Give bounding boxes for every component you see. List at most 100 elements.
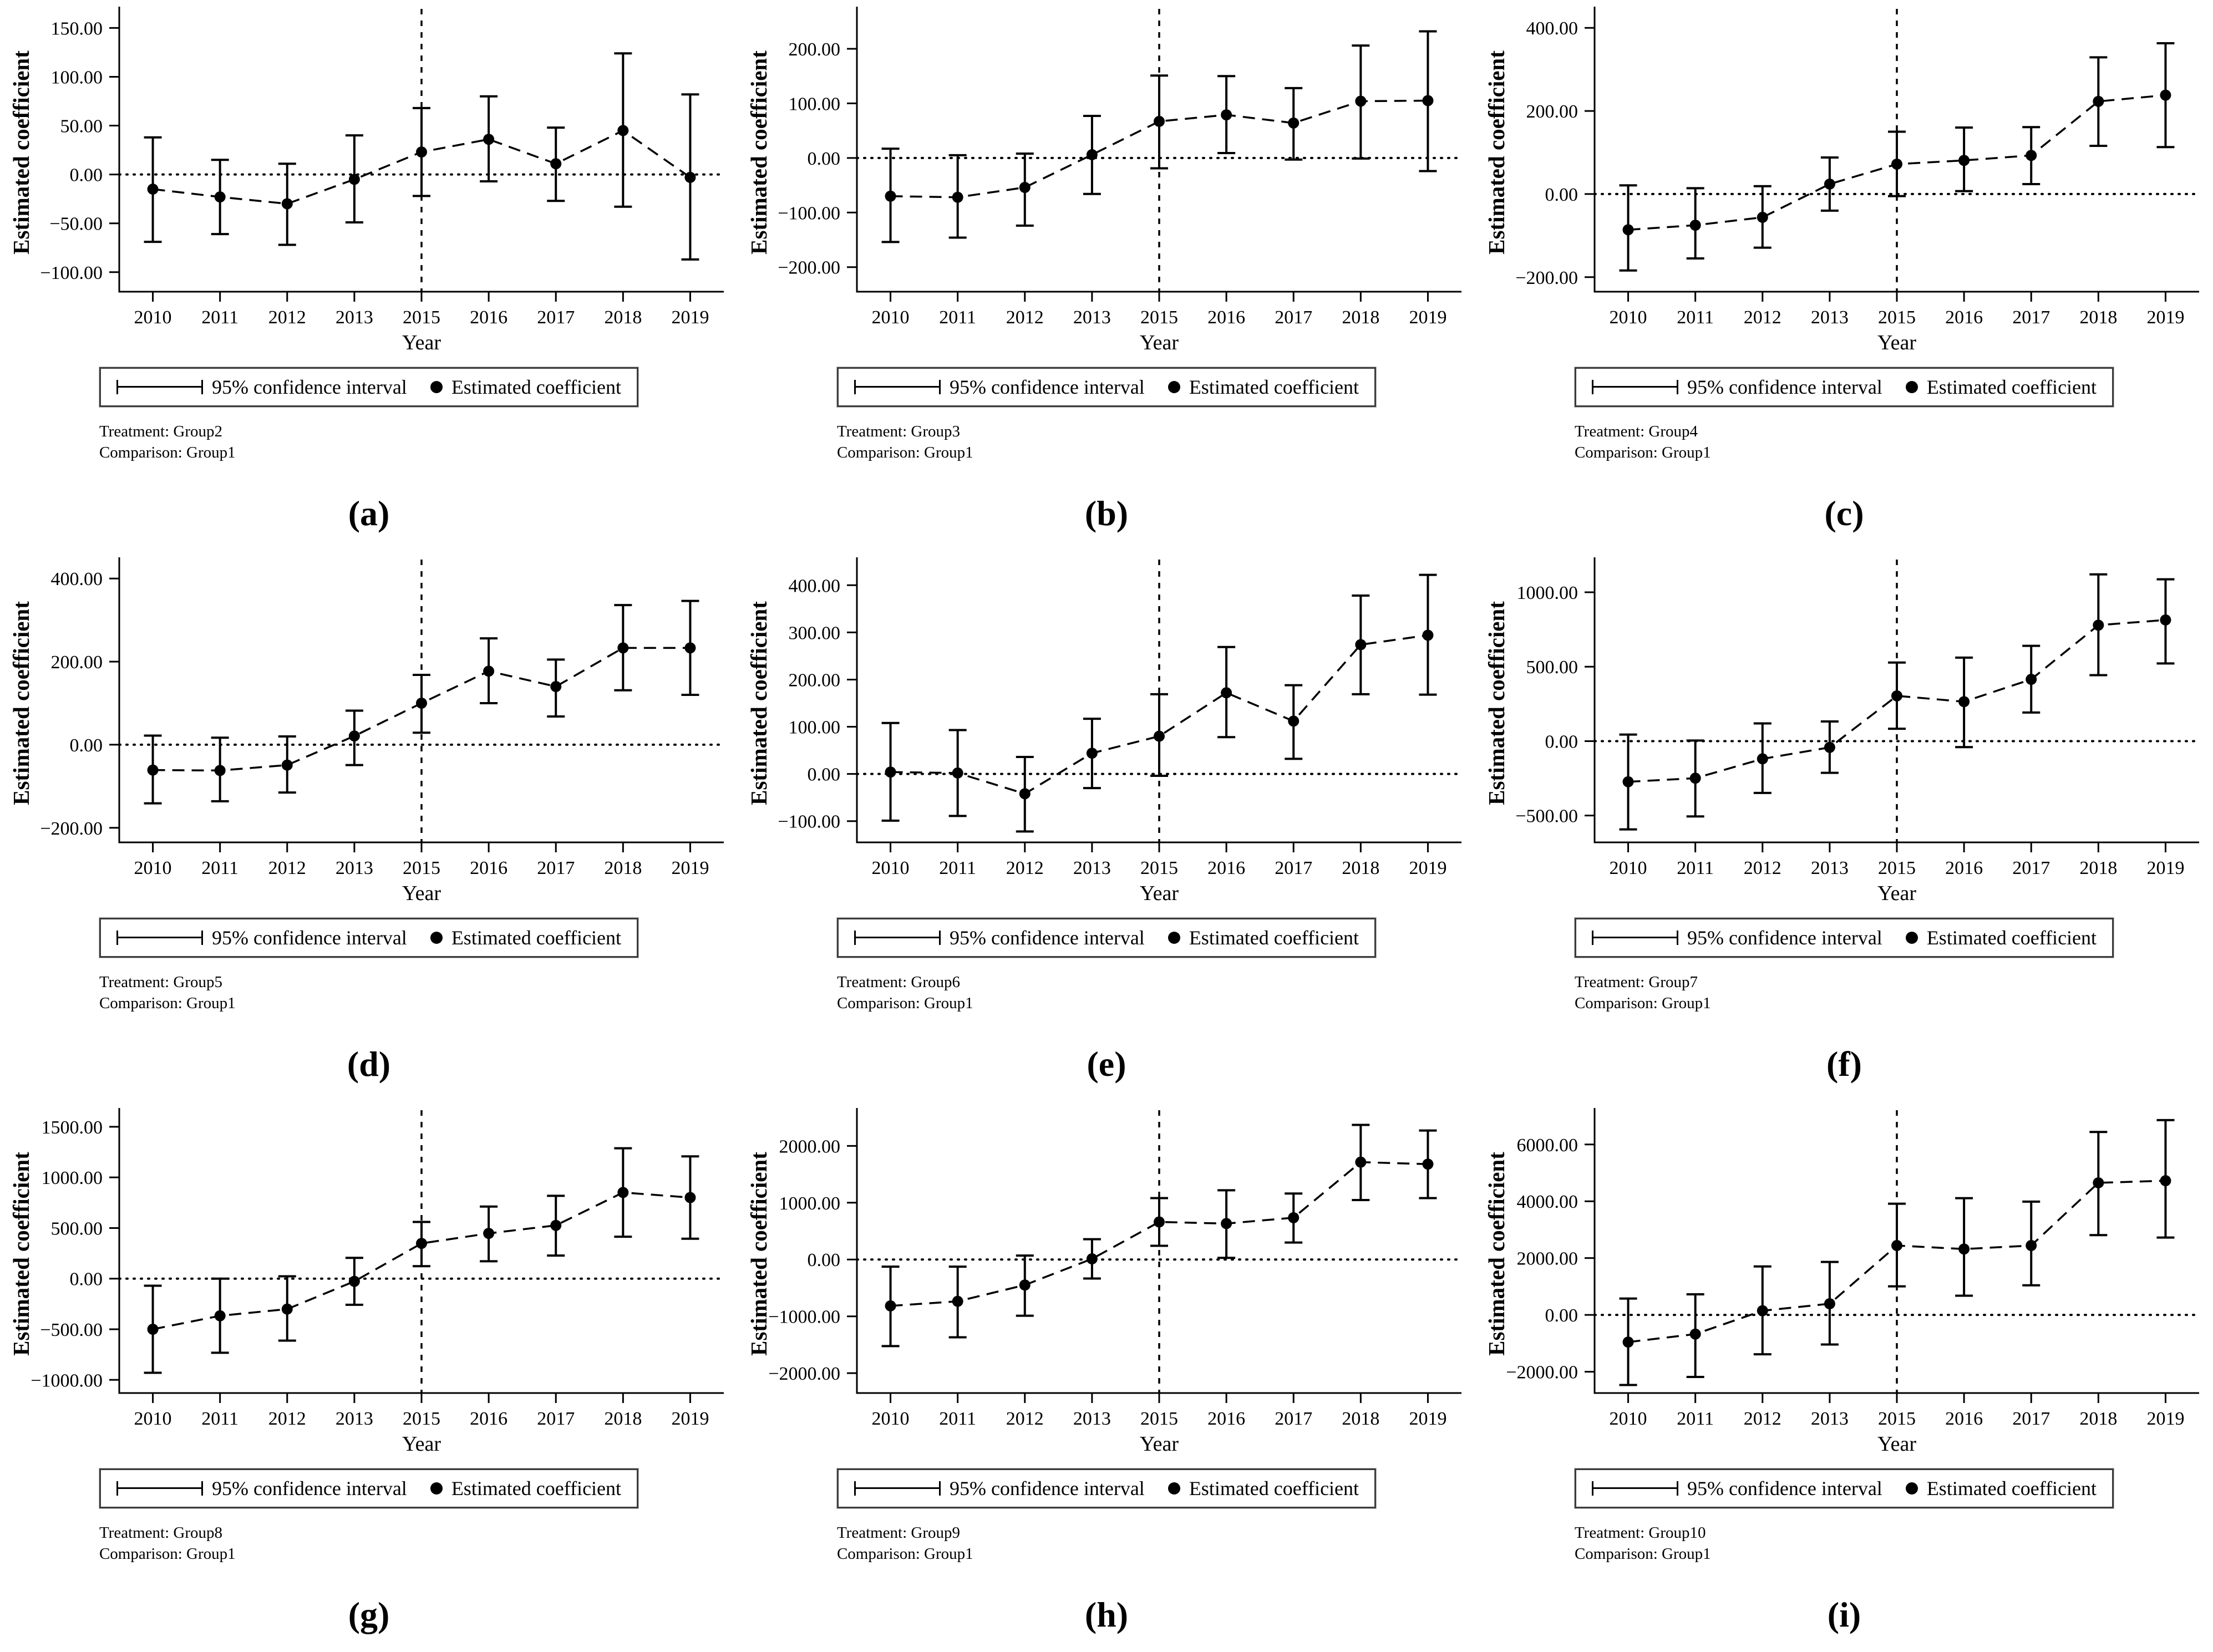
svg-text:Estimated coefficient: Estimated coefficient bbox=[1484, 50, 1509, 255]
svg-text:2015: 2015 bbox=[1878, 307, 1916, 328]
svg-text:400.00: 400.00 bbox=[789, 576, 841, 596]
legend-ci-label: 95% confidence interval bbox=[1687, 376, 1882, 398]
comparison-note: Comparison: Group1 bbox=[836, 1544, 973, 1563]
panel-d: 400.00 200.00 0.00 −200.00 2010 2011 2012 2013 2… bbox=[0, 551, 738, 1101]
svg-text:2016: 2016 bbox=[470, 307, 507, 328]
svg-text:2012: 2012 bbox=[1006, 1409, 1044, 1429]
comparison-note: Comparison: Group1 bbox=[1574, 443, 1711, 461]
confidence-interval-icon bbox=[854, 380, 941, 394]
svg-text:2017: 2017 bbox=[2012, 307, 2050, 328]
legend-ci-label: 95% confidence interval bbox=[949, 1477, 1145, 1499]
comparison-note: Comparison: Group1 bbox=[99, 1544, 236, 1563]
svg-text:−100.00: −100.00 bbox=[778, 812, 840, 832]
treatment-note: Treatment: Group10 bbox=[1574, 1524, 1706, 1542]
svg-text:2018: 2018 bbox=[604, 307, 642, 328]
panel-letter: (e) bbox=[1087, 1044, 1126, 1084]
svg-text:−50.00: −50.00 bbox=[49, 214, 103, 235]
panel-letter: (h) bbox=[1084, 1595, 1129, 1635]
svg-text:Estimated coefficient: Estimated coefficient bbox=[8, 1152, 34, 1356]
svg-text:2012: 2012 bbox=[1006, 858, 1044, 878]
event-study-chart-d: 400.00 200.00 0.00 −200.00 2010 2011 2012 2013 2… bbox=[8, 557, 725, 905]
svg-text:2013: 2013 bbox=[336, 1409, 373, 1429]
svg-text:2012: 2012 bbox=[268, 858, 306, 878]
legend-coef-label: Estimated coefficient bbox=[1926, 376, 2097, 398]
treatment-note: Treatment: Group6 bbox=[836, 973, 961, 991]
svg-text:2019: 2019 bbox=[671, 858, 709, 878]
panel-i: 6000.00 4000.00 2000.00 0.00 −2000.00 2010 201… bbox=[1475, 1101, 2213, 1652]
svg-text:0.00: 0.00 bbox=[808, 149, 841, 169]
svg-text:2017: 2017 bbox=[2012, 858, 2050, 878]
svg-text:−200.00: −200.00 bbox=[40, 819, 103, 839]
coefficient-dot-icon bbox=[430, 381, 443, 393]
svg-text:2013: 2013 bbox=[1811, 858, 1849, 878]
treatment-note: Treatment: Group5 bbox=[99, 973, 223, 991]
svg-text:2018: 2018 bbox=[604, 1409, 642, 1429]
panel-c: 400.00 200.00 0.00 −200.00 2010 2011 2012 2013 2… bbox=[1475, 0, 2213, 551]
svg-text:1000.00: 1000.00 bbox=[1517, 583, 1578, 603]
legend-ci-label: 95% confidence interval bbox=[211, 1477, 407, 1499]
svg-text:2013: 2013 bbox=[336, 858, 373, 878]
svg-text:Estimated coefficient: Estimated coefficient bbox=[1484, 601, 1509, 805]
comparison-note: Comparison: Group1 bbox=[836, 994, 973, 1012]
svg-text:Estimated coefficient: Estimated coefficient bbox=[8, 601, 34, 805]
svg-text:0.00: 0.00 bbox=[1545, 731, 1578, 752]
svg-text:2015: 2015 bbox=[1878, 858, 1916, 878]
legend: 95% confidence interval Estimated coeffi… bbox=[1574, 1468, 2115, 1509]
coefficient-dot-icon bbox=[1905, 381, 1918, 393]
svg-text:2016: 2016 bbox=[1945, 307, 1983, 328]
treatment-note: Treatment: Group8 bbox=[99, 1524, 223, 1542]
svg-text:0.00: 0.00 bbox=[808, 1250, 841, 1270]
svg-text:2015: 2015 bbox=[1140, 1409, 1178, 1429]
legend-coef-label: Estimated coefficient bbox=[1189, 376, 1359, 398]
svg-text:2019: 2019 bbox=[2146, 307, 2184, 328]
svg-text:2011: 2011 bbox=[939, 858, 976, 878]
svg-text:2013: 2013 bbox=[1811, 1409, 1849, 1429]
svg-text:−2000.00: −2000.00 bbox=[1506, 1363, 1578, 1383]
svg-text:4000.00: 4000.00 bbox=[1517, 1192, 1578, 1212]
svg-text:Estimated coefficient: Estimated coefficient bbox=[8, 50, 34, 255]
coefficient-dot-icon bbox=[1168, 381, 1180, 393]
panel-a: 150.00 100.00 50.00 0.00 −50.00 −100.00 2010 20… bbox=[0, 0, 738, 551]
panel-b: 200.00 100.00 0.00 −100.00 −200.00 2010 2011 20… bbox=[738, 0, 1475, 551]
svg-text:2013: 2013 bbox=[1811, 307, 1849, 328]
svg-text:0.00: 0.00 bbox=[70, 165, 103, 186]
svg-text:0.00: 0.00 bbox=[808, 765, 841, 785]
svg-text:2016: 2016 bbox=[1207, 1409, 1245, 1429]
event-study-chart-f: 1000.00 500.00 0.00 −500.00 2010 2011 2012 2013… bbox=[1484, 557, 2200, 905]
svg-text:0.00: 0.00 bbox=[1545, 1305, 1578, 1326]
legend-ci-label: 95% confidence interval bbox=[1687, 927, 1882, 949]
svg-text:2019: 2019 bbox=[1409, 307, 1446, 328]
svg-text:Year: Year bbox=[402, 331, 441, 354]
svg-text:2015: 2015 bbox=[1140, 858, 1178, 878]
comparison-note: Comparison: Group1 bbox=[1574, 994, 1711, 1012]
svg-text:0.00: 0.00 bbox=[70, 735, 103, 756]
svg-text:400.00: 400.00 bbox=[51, 569, 103, 589]
svg-text:200.00: 200.00 bbox=[789, 39, 841, 60]
svg-text:2016: 2016 bbox=[1945, 1409, 1983, 1429]
legend: 95% confidence interval Estimated coeffi… bbox=[98, 917, 639, 958]
svg-text:2017: 2017 bbox=[537, 1409, 575, 1429]
svg-text:100.00: 100.00 bbox=[789, 94, 841, 114]
svg-text:2019: 2019 bbox=[1409, 858, 1446, 878]
svg-text:2012: 2012 bbox=[268, 307, 306, 328]
svg-text:2019: 2019 bbox=[2146, 1409, 2184, 1429]
svg-text:2000.00: 2000.00 bbox=[779, 1136, 841, 1157]
svg-text:−2000.00: −2000.00 bbox=[768, 1364, 840, 1384]
svg-text:2011: 2011 bbox=[939, 307, 976, 328]
comparison-note: Comparison: Group1 bbox=[836, 443, 973, 461]
svg-text:2012: 2012 bbox=[1744, 307, 1781, 328]
svg-text:2019: 2019 bbox=[1409, 1409, 1446, 1429]
svg-text:−500.00: −500.00 bbox=[1515, 806, 1578, 827]
legend-ci-label: 95% confidence interval bbox=[1687, 1477, 1882, 1499]
svg-text:2010: 2010 bbox=[1610, 1409, 1647, 1429]
coefficient-dot-icon bbox=[1905, 932, 1918, 944]
svg-text:−1000.00: −1000.00 bbox=[31, 1370, 103, 1391]
svg-text:2015: 2015 bbox=[1878, 1409, 1916, 1429]
svg-text:Estimated coefficient: Estimated coefficient bbox=[746, 1152, 771, 1356]
svg-text:2018: 2018 bbox=[1342, 307, 1379, 328]
event-study-chart-h: 2000.00 1000.00 0.00 −1000.00 −2000.00 2010 20… bbox=[746, 1108, 1463, 1456]
svg-text:2011: 2011 bbox=[201, 1409, 238, 1429]
svg-text:2013: 2013 bbox=[1073, 1409, 1111, 1429]
svg-text:2012: 2012 bbox=[1744, 1409, 1781, 1429]
